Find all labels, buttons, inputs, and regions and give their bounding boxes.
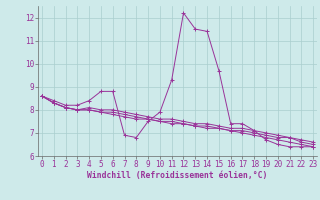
X-axis label: Windchill (Refroidissement éolien,°C): Windchill (Refroidissement éolien,°C) [87,171,268,180]
